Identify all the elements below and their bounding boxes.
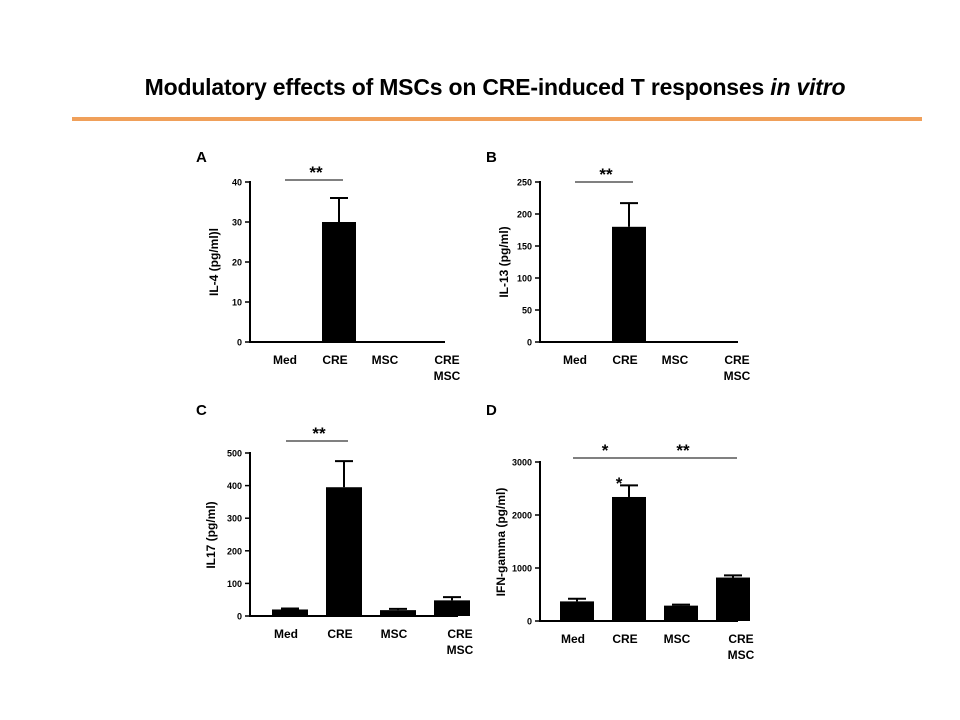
significance-label: ** (309, 163, 323, 182)
y-tick-label: 0 (527, 338, 532, 348)
panel-c: C 0 100 200 300 400 500 IL17 (pg/ml) Med CRE MSC CR… (190, 395, 474, 685)
x-tick-label: Med (561, 632, 585, 646)
panel-c-chart: C 0 100 200 300 400 500 IL17 (pg/ml) Med CRE MSC CR… (196, 402, 474, 657)
bar (380, 610, 416, 616)
x-tick-label: CRE (728, 632, 753, 646)
x-tick-label: CRE (724, 353, 749, 367)
x-tick-label: CRE (612, 632, 637, 646)
y-tick-label: 100 (517, 274, 532, 284)
x-tick-label: CRE (327, 627, 352, 641)
panel-a-chart: A 0 10 20 30 40 IL-4 (pg/ml)l Med CRE MSC CRE MSC ** (196, 149, 461, 383)
x-tick-label: MSC (381, 627, 408, 641)
significance-label: ** (599, 165, 613, 184)
y-tick-label: 250 (517, 178, 532, 188)
bar (560, 601, 594, 621)
bar (434, 600, 470, 616)
y-tick-label: 200 (227, 546, 242, 556)
y-tick-label: 40 (232, 178, 242, 188)
panel-b: B 0 50 100 150 200 250 IL-13 (pg/ml) Med CRE MSC CR… (480, 140, 760, 400)
x-tick-label: CRE (612, 353, 637, 367)
x-tick-label: Med (273, 353, 297, 367)
y-tick-label: 0 (527, 617, 532, 627)
y-tick-label: 10 (232, 298, 242, 308)
bar (326, 487, 362, 616)
y-axis-label: IL-13 (pg/ml) (497, 226, 511, 297)
bar (716, 577, 750, 621)
y-tick-label: 50 (522, 306, 532, 316)
panel-a: A 0 10 20 30 40 IL-4 (pg/ml)l Med CRE MSC CRE MSC ** (190, 140, 470, 400)
panel-d: D 0 1000 2000 3000 IFN-gamma (pg/ml) Med CRE MSC… (480, 395, 760, 685)
significance-label: * (602, 441, 609, 460)
y-tick-label: 400 (227, 481, 242, 491)
y-tick-label: 2000 (512, 511, 532, 521)
significance-label: ** (312, 424, 326, 443)
y-axis-label: IL-4 (pg/ml)l (207, 228, 221, 296)
x-tick-label: Med (274, 627, 298, 641)
y-tick-label: 200 (517, 210, 532, 220)
x-tick-label: CRE (434, 353, 459, 367)
x-tick-label: Med (563, 353, 587, 367)
panel-d-chart: D 0 1000 2000 3000 IFN-gamma (pg/ml) Med CRE MSC… (486, 402, 755, 662)
y-tick-label: 0 (237, 612, 242, 622)
bar (612, 496, 646, 621)
x-tick-label: MSC (728, 648, 755, 662)
panel-letter: B (486, 149, 497, 166)
y-tick-label: 20 (232, 258, 242, 268)
slide-title: Modulatory effects of MSCs on CRE-induce… (0, 74, 960, 101)
y-tick-label: 30 (232, 218, 242, 228)
bar (272, 609, 308, 616)
slide-title-italic: in vitro (770, 74, 846, 100)
significance-label: ** (676, 441, 690, 460)
x-tick-label: MSC (372, 353, 399, 367)
panel-b-chart: B 0 50 100 150 200 250 IL-13 (pg/ml) Med CRE MSC CR… (486, 149, 751, 383)
y-tick-label: 150 (517, 242, 532, 252)
y-tick-label: 100 (227, 579, 242, 589)
y-axis-label: IL17 (pg/ml) (204, 501, 218, 568)
title-rule (72, 117, 922, 121)
y-tick-label: 300 (227, 514, 242, 524)
panel-letter: A (196, 149, 207, 166)
bar (322, 222, 356, 342)
panel-letter: D (486, 402, 497, 419)
y-tick-label: 0 (237, 338, 242, 348)
x-tick-label: MSC (662, 353, 689, 367)
x-tick-label: MSC (724, 369, 751, 383)
y-tick-label: 1000 (512, 564, 532, 574)
slide-title-main: Modulatory effects of MSCs on CRE-induce… (144, 74, 771, 100)
y-tick-label: 500 (227, 449, 242, 459)
x-tick-label: CRE (447, 627, 472, 641)
panel-letter: C (196, 402, 207, 419)
x-tick-label: MSC (434, 369, 461, 383)
bar (612, 226, 646, 342)
bar (664, 605, 698, 621)
x-tick-label: CRE (322, 353, 347, 367)
y-axis-label: IFN-gamma (pg/ml) (494, 488, 508, 597)
x-tick-label: MSC (664, 632, 691, 646)
significance-label: * (616, 474, 623, 493)
x-tick-label: MSC (447, 643, 474, 657)
y-tick-label: 3000 (512, 458, 532, 468)
